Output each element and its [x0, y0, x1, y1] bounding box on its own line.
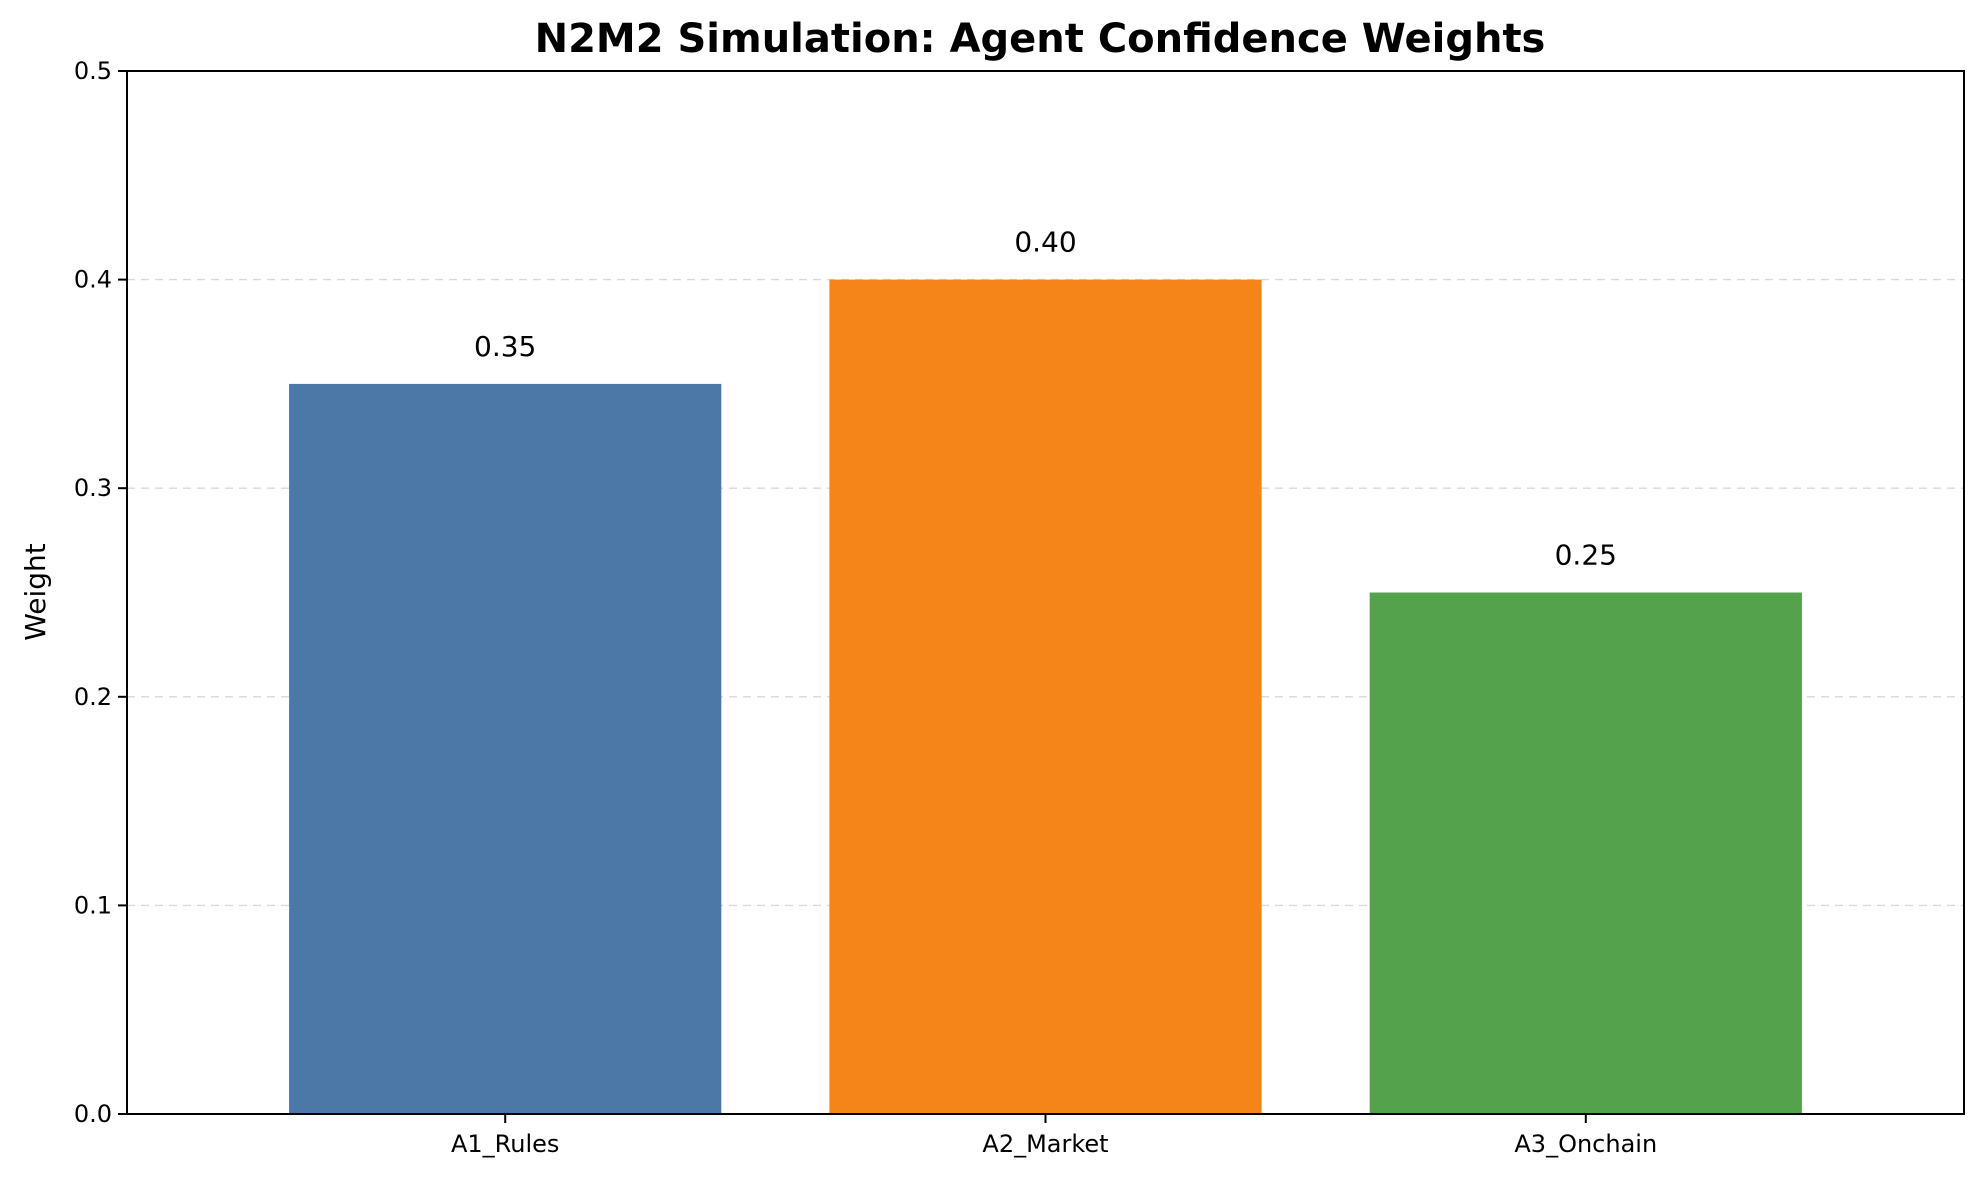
y-tick-label: 0.0: [74, 1100, 112, 1128]
bar-a3-onchain: [1369, 592, 1802, 1114]
bar-value-label: 0.25: [1555, 539, 1617, 572]
bar-a1-rules: [289, 383, 722, 1114]
y-tick-label: 0.1: [74, 891, 112, 919]
bar-a2-market: [829, 279, 1262, 1115]
y-tick-label: 0.3: [74, 474, 112, 502]
bar-value-label: 0.40: [1014, 226, 1076, 259]
x-tick-label: A1_Rules: [451, 1130, 559, 1158]
y-tick-label: 0.4: [74, 266, 112, 294]
x-tick-label: A2_Market: [982, 1130, 1108, 1158]
bars: [289, 279, 1802, 1115]
chart-title: N2M2 Simulation: Agent Confidence Weight…: [535, 16, 1546, 62]
y-tick-label: 0.5: [74, 57, 112, 85]
bar-value-label: 0.35: [474, 330, 536, 363]
y-tick-label: 0.2: [74, 683, 112, 711]
x-tick-label: A3_Onchain: [1514, 1130, 1657, 1158]
data-labels: 0.35 0.40 0.25: [474, 226, 1617, 572]
y-axis-label: Weight: [19, 543, 52, 641]
x-axis-ticks: A1_Rules A2_Market A3_Onchain: [451, 1114, 1657, 1158]
y-axis-ticks: 0.0 0.1 0.2 0.3 0.4 0.5: [74, 57, 127, 1128]
